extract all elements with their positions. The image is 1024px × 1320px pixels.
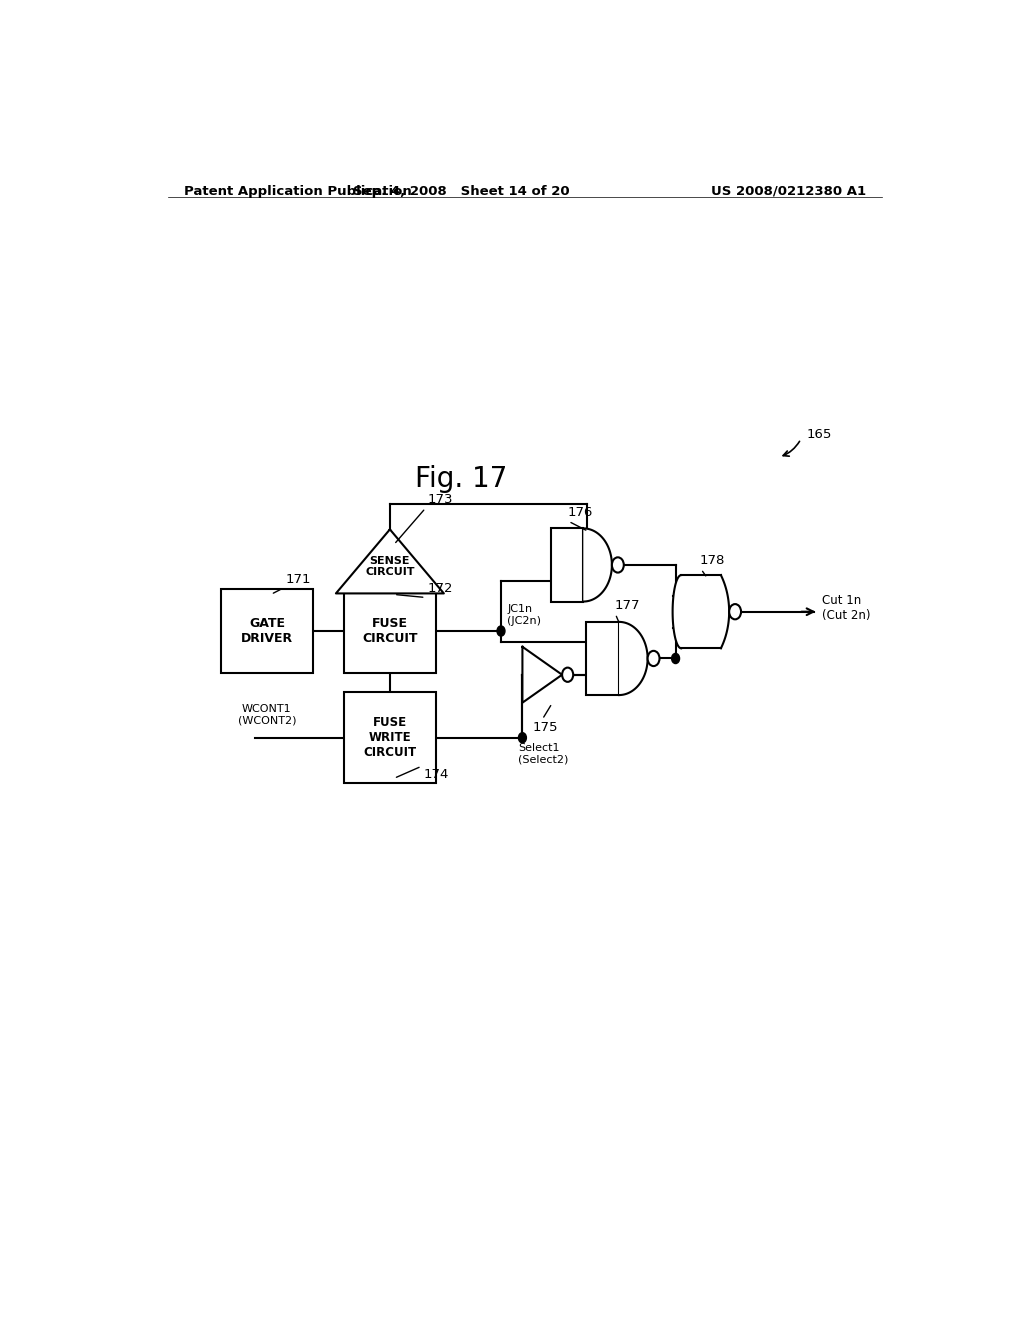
Text: 178: 178 (699, 554, 725, 568)
Text: FUSE
WRITE
CIRCUIT: FUSE WRITE CIRCUIT (364, 717, 417, 759)
Circle shape (562, 668, 573, 682)
Circle shape (497, 626, 505, 636)
Polygon shape (673, 576, 729, 648)
Text: Fig. 17: Fig. 17 (415, 465, 508, 492)
Text: Select1
(Select2): Select1 (Select2) (518, 743, 568, 764)
Circle shape (647, 651, 659, 667)
Text: 174: 174 (424, 768, 450, 781)
Text: 165: 165 (807, 429, 831, 441)
Text: GATE
DRIVER: GATE DRIVER (241, 616, 293, 645)
Circle shape (729, 605, 741, 619)
Polygon shape (584, 528, 612, 602)
Circle shape (612, 557, 624, 573)
Circle shape (672, 653, 680, 664)
Text: 172: 172 (428, 582, 454, 595)
Text: 175: 175 (532, 722, 558, 734)
Text: SENSE
CIRCUIT: SENSE CIRCUIT (366, 556, 415, 577)
Polygon shape (336, 529, 443, 594)
Bar (587, 622, 620, 696)
Bar (344, 589, 435, 673)
Text: WCONT1
(WCONT2): WCONT1 (WCONT2) (238, 704, 296, 726)
Text: 173: 173 (428, 492, 454, 506)
Text: 177: 177 (614, 599, 640, 611)
Text: US 2008/0212380 A1: US 2008/0212380 A1 (711, 185, 866, 198)
Polygon shape (620, 622, 647, 696)
Bar (551, 528, 584, 602)
Text: 176: 176 (567, 507, 593, 519)
Text: FUSE
CIRCUIT: FUSE CIRCUIT (362, 616, 418, 645)
Polygon shape (522, 647, 562, 702)
Text: JC1n
(JC2n): JC1n (JC2n) (507, 605, 542, 626)
Text: Sep. 4, 2008   Sheet 14 of 20: Sep. 4, 2008 Sheet 14 of 20 (353, 185, 569, 198)
Bar (344, 692, 435, 784)
Bar (221, 589, 312, 673)
Text: Cut 1n
(Cut 2n): Cut 1n (Cut 2n) (822, 594, 870, 622)
Text: 171: 171 (285, 573, 310, 586)
Text: Patent Application Publication: Patent Application Publication (183, 185, 412, 198)
Circle shape (518, 733, 526, 743)
